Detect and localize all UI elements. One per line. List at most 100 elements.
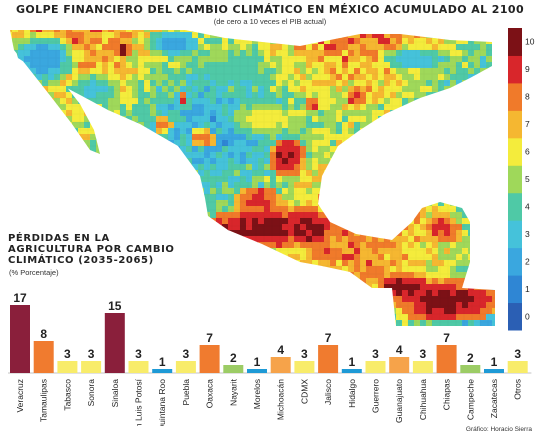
heatmap-cell	[474, 272, 481, 279]
heatmap-cell	[288, 30, 295, 33]
heatmap-cell	[462, 140, 469, 147]
heatmap-cell	[10, 56, 13, 63]
heatmap-cell	[354, 212, 361, 219]
heatmap-cell	[492, 242, 495, 249]
heatmap-cell	[90, 170, 97, 177]
heatmap-cell	[108, 158, 115, 165]
heatmap-cell	[252, 254, 259, 261]
heatmap-cell	[330, 176, 337, 183]
heatmap-cell	[168, 146, 175, 153]
heatmap-cell	[462, 104, 469, 111]
heatmap-cell	[408, 30, 415, 33]
heatmap-cell	[0, 194, 6, 200]
heatmap-cell	[426, 134, 433, 141]
heatmap-cell	[336, 182, 343, 189]
heatmap-cell	[0, 254, 6, 260]
heatmap-cell	[504, 266, 505, 272]
heatmap-cell	[36, 128, 43, 135]
heatmap-cell	[402, 128, 409, 135]
heatmap-cell	[198, 236, 205, 243]
heatmap-cell	[96, 170, 103, 177]
heatmap-cell	[0, 50, 6, 56]
heatmap-cell	[10, 152, 13, 159]
heatmap-cell	[498, 110, 504, 116]
heatmap-cell	[378, 146, 385, 153]
heatmap-cell	[462, 30, 469, 33]
heatmap-cell	[390, 176, 397, 183]
heatmap-cell	[486, 98, 493, 105]
heatmap-cell	[330, 182, 337, 189]
heatmap-cell	[390, 230, 397, 237]
heatmap-cell	[336, 158, 343, 165]
heatmap-cell	[444, 182, 451, 189]
heatmap-cell	[210, 242, 217, 249]
heatmap-cell	[36, 140, 43, 147]
heatmap-cell	[156, 140, 163, 147]
heatmap-cell	[0, 152, 6, 158]
heatmap-cell	[216, 254, 223, 261]
heatmap-cell	[438, 110, 445, 117]
heatmap-cell	[30, 128, 37, 135]
heatmap-cell	[222, 272, 229, 279]
heatmap-cell	[84, 158, 91, 165]
heatmap-cell	[480, 182, 487, 189]
heatmap-cell	[468, 272, 475, 279]
heatmap-cell	[240, 32, 247, 39]
heatmap-cell	[10, 122, 13, 129]
heatmap-cell	[498, 68, 504, 74]
heatmap-cell	[186, 266, 193, 273]
heatmap-cell	[126, 200, 133, 207]
heatmap-cell	[66, 128, 73, 135]
heatmap-cell	[168, 170, 175, 177]
heatmap-cell	[372, 200, 379, 207]
heatmap-cell	[114, 128, 121, 135]
heatmap-cell	[0, 26, 6, 32]
heatmap-cell	[198, 260, 205, 267]
heatmap-cell	[30, 176, 37, 183]
heatmap-cell	[138, 194, 145, 201]
heatmap-cell	[12, 122, 19, 129]
heatmap-cell	[138, 176, 145, 183]
heatmap-cell	[30, 98, 37, 105]
heatmap-cell	[24, 92, 31, 99]
heatmap-cell	[498, 140, 504, 146]
heatmap-cell	[0, 134, 6, 140]
heatmap-cell	[420, 176, 427, 183]
heatmap-cell	[462, 128, 469, 135]
heatmap-cell	[84, 152, 91, 159]
bar-value-label: 3	[183, 347, 190, 361]
heatmap-cell	[492, 260, 495, 267]
heatmap-cell	[396, 176, 403, 183]
heatmap-cell	[408, 164, 415, 171]
heatmap-cell	[36, 164, 43, 171]
heatmap-cell	[12, 158, 19, 165]
heatmap-cell	[108, 122, 115, 129]
heatmap-cell	[468, 170, 475, 177]
heatmap-cell	[198, 266, 205, 273]
heatmap-cell	[378, 170, 385, 177]
heatmap-cell	[492, 128, 495, 135]
heatmap-cell	[126, 266, 133, 273]
heatmap-cell	[432, 176, 439, 183]
heatmap-cell	[24, 98, 31, 105]
heatmap-cell	[30, 200, 37, 207]
heatmap-cell	[444, 32, 451, 39]
heatmap-cell	[10, 176, 13, 183]
heatmap-cell	[444, 188, 451, 195]
heatmap-cell	[498, 212, 504, 218]
heatmap-cell	[498, 122, 504, 128]
heatmap-cell	[90, 212, 97, 219]
heatmap-cell	[504, 272, 505, 278]
heatmap-cell	[126, 182, 133, 189]
heatmap-cell	[90, 176, 97, 183]
bar-category-label: Guerrero	[371, 379, 381, 413]
heatmap-cell	[462, 122, 469, 129]
heatmap-cell	[486, 122, 493, 129]
heatmap-cell	[432, 152, 439, 159]
heatmap-cell	[312, 266, 319, 273]
heatmap-cell	[252, 272, 259, 279]
heatmap-cell	[90, 104, 97, 111]
heatmap-cell	[414, 30, 421, 33]
heatmap-cell	[90, 194, 97, 201]
heatmap-cell	[252, 266, 259, 273]
